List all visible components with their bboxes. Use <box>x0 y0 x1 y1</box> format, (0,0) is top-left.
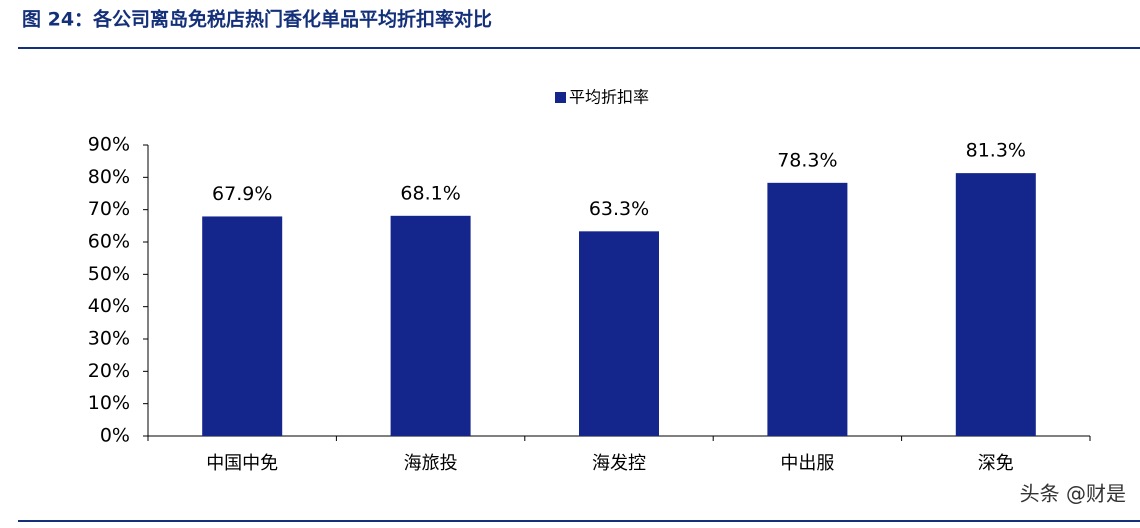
x-tick-label: 中出服 <box>780 453 834 474</box>
value-label: 67.9% <box>212 183 272 205</box>
bar <box>955 173 1036 436</box>
x-tick-label: 深免 <box>978 453 1014 474</box>
y-tick-label: 70% <box>88 198 130 220</box>
legend-swatch <box>555 92 566 103</box>
y-tick-label: 60% <box>88 231 130 253</box>
x-tick-label: 海发控 <box>592 453 646 474</box>
bar <box>767 182 848 436</box>
y-tick-label: 0% <box>100 425 130 447</box>
x-tick-label: 海旅投 <box>404 453 458 474</box>
bar <box>390 215 471 436</box>
y-tick-label: 80% <box>88 166 130 188</box>
chart-title: 图 24：各公司离岛免税店热门香化单品平均折扣率对比 <box>22 8 492 31</box>
y-tick-label: 40% <box>88 295 130 317</box>
y-tick-label: 20% <box>88 360 130 382</box>
y-tick-label: 30% <box>88 328 130 350</box>
y-tick-label: 50% <box>88 263 130 285</box>
bar <box>579 231 659 436</box>
watermark: 头条 @财是 <box>1020 482 1126 506</box>
bar <box>202 216 283 436</box>
value-label: 78.3% <box>777 149 837 171</box>
value-label: 81.3% <box>966 140 1026 162</box>
value-label: 68.1% <box>400 182 460 204</box>
value-label: 63.3% <box>589 198 649 220</box>
y-tick-label: 90% <box>88 134 130 156</box>
legend-label: 平均折扣率 <box>569 88 649 107</box>
y-tick-label: 10% <box>88 392 130 414</box>
x-tick-label: 中国中免 <box>206 453 278 474</box>
